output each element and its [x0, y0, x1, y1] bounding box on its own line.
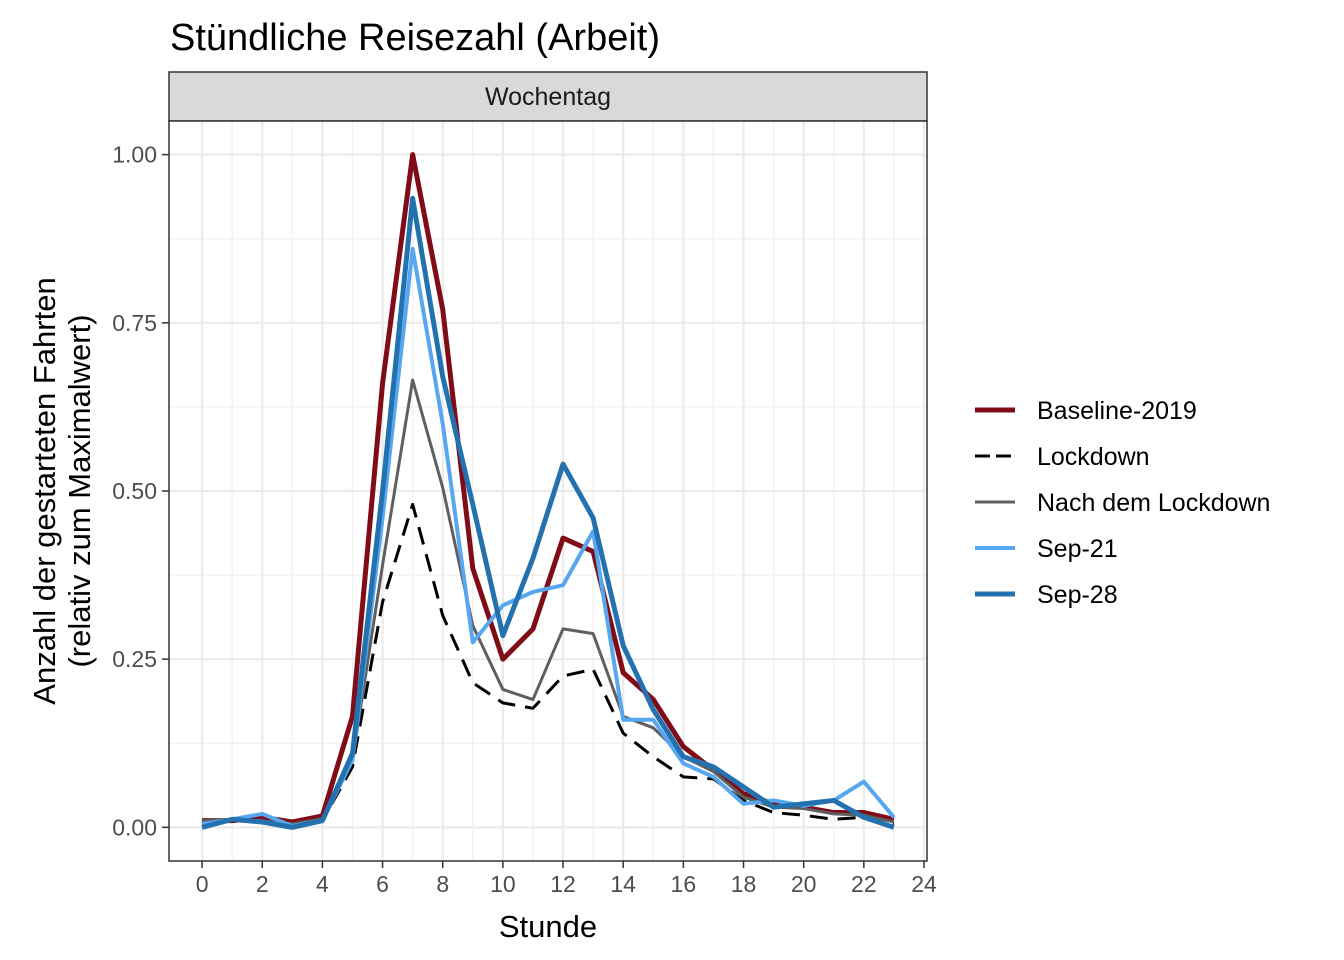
x-axis: 0 2 4 6 8 10 12 14 16 18 20 22 24 [196, 861, 937, 897]
x-tick-label: 22 [851, 871, 877, 897]
x-tick-label: 8 [436, 871, 449, 897]
x-tick-label: 20 [791, 871, 817, 897]
chart-title: Stündliche Reisezahl (Arbeit) [170, 17, 660, 59]
x-tick-label: 6 [376, 871, 389, 897]
x-tick-label: 16 [671, 871, 697, 897]
y-axis-title-line-2: (relativ zum Maximalwert) [62, 314, 97, 667]
x-tick-label: 0 [196, 871, 209, 897]
x-tick-label: 12 [550, 871, 576, 897]
x-tick-label: 10 [490, 871, 516, 897]
facet-strip-label: Wochentag [485, 83, 611, 111]
legend-label-4: Sep-28 [1037, 581, 1118, 609]
legend-label-0: Baseline-2019 [1037, 397, 1197, 425]
y-tick-label: 0.25 [112, 646, 157, 672]
legend-label-3: Sep-21 [1037, 535, 1118, 563]
legend: Baseline-2019 Lockdown Nach dem Lockdown Se… [975, 397, 1270, 609]
y-tick-label: 0.75 [112, 310, 157, 336]
y-axis-title-line-1: Anzahl der gestarteten Fahrten [27, 277, 62, 704]
y-tick-label: 1.00 [112, 142, 157, 168]
y-tick-label: 0.00 [112, 814, 157, 840]
x-tick-label: 14 [610, 871, 636, 897]
y-tick-label: 0.50 [112, 478, 157, 504]
grid-major [169, 121, 927, 861]
y-axis-title: Anzahl der gestarteten Fahrten (relativ … [27, 277, 97, 704]
x-tick-label: 2 [256, 871, 269, 897]
x-axis-title: Stunde [499, 909, 597, 944]
series-line-4 [201, 195, 895, 830]
facet-strip [168, 71, 928, 122]
x-tick-label: 18 [731, 871, 757, 897]
x-tick-label: 4 [316, 871, 329, 897]
series-lines [201, 152, 896, 830]
legend-label-1: Lockdown [1037, 443, 1150, 471]
legend-label-2: Nach dem Lockdown [1037, 489, 1270, 517]
x-tick-label: 24 [911, 871, 937, 897]
y-axis: 0.00 0.25 0.50 0.75 1.00 [112, 142, 169, 840]
